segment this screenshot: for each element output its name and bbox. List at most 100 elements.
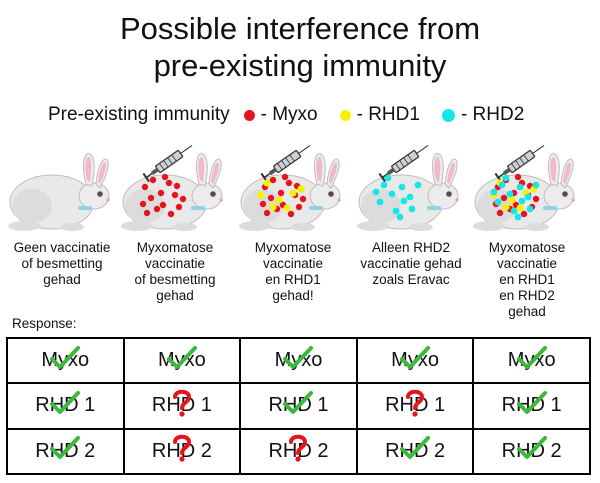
rhd2-dot-icon [392,207,400,215]
rhd2-dot-icon [408,205,416,213]
green-checkmark-icon [166,345,197,369]
title-line-1: Possible interference from [119,11,481,46]
response-cell: Myxo [41,345,89,372]
myxo-dot-icon [520,210,528,218]
green-checkmark-icon [283,390,314,414]
response-cell: RHD 2 [502,436,562,463]
rhd2-dot-icon [526,205,534,213]
myxo-dot-icon [281,173,289,181]
rhd1-dot-icon [297,185,305,193]
myxo-dot-icon [167,210,175,218]
rabbit-caption-2: Myxomatose vaccinatie of besmetting gehad [134,240,216,303]
myxo-dot-icon [179,195,187,203]
myxo-dot-icon [159,201,167,209]
myxo-dot-icon [143,209,151,217]
rabbit-icon [239,145,341,231]
table-row: RHD 1 RHD 1 RHD 1 RHD 1 RHD 1 [6,382,591,430]
response-cell: RHD 2 [385,436,445,463]
legend: Pre-existing immunity - Myxo - RHD1 - RH… [48,104,524,126]
myxo-dot-icon [171,191,179,199]
myxo-dot-icon [175,203,183,211]
response-cell: RHD 2 [35,436,95,463]
rhd2-dot-icon [398,183,406,191]
myxo-dot-icon [277,189,285,197]
rhd1-dot-icon [257,191,265,199]
myxo-dot-icon [287,210,295,218]
myxo-dot-icon [149,176,157,184]
rhd2-dot-icon [380,181,388,189]
rhd1-dot-icon [508,196,516,204]
response-cell: RHD 2 [268,435,328,463]
myxo-dot-icon [139,200,147,208]
rhd2-dot-icon [516,183,524,191]
response-cell: Myxo [391,345,439,372]
myxo-dot-icon [496,209,504,217]
response-cell: RHD 1 [385,389,445,417]
rhd2-dot-icon [372,188,380,196]
rhd2-dot-icon [396,213,404,221]
myxo-dot-icon [173,182,181,190]
rhd2-dot-icon [524,193,532,201]
myxo-dot-icon [532,195,540,203]
legend-rhd2-label: - RHD2 [460,104,525,125]
myxo-dot-icon [147,194,155,202]
myxo-dot-icon [141,183,149,191]
green-checkmark-icon [516,390,547,414]
red-question-mark-icon [406,389,425,417]
response-cell: RHD 1 [268,390,328,417]
green-checkmark-icon [283,345,314,369]
rabbit-caption-1: Geen vaccinatie of besmetting gehad [13,240,111,287]
rhd2-dot-icon [490,188,498,196]
rabbit-caption-3: Myxomatose vaccinatie en RHD1 gehad! [254,240,332,303]
myxo-dot-icon [295,203,303,211]
rhd2-dot-icon [514,213,522,221]
rhd2-dot-icon [498,181,506,189]
response-cell: RHD 1 [35,390,95,417]
legend-prefix: Pre-existing immunity [48,104,230,125]
rhd2-dot-icon [414,181,422,189]
green-checkmark-icon [50,436,81,460]
red-question-mark-icon [172,435,191,462]
rhd2-dot-icon [510,207,518,215]
red-question-mark-icon [172,389,191,417]
title-line-2: pre-existing immunity [153,48,447,83]
red-question-mark-icon [289,435,308,462]
legend-rhd1-label: - RHD1 [356,104,420,125]
myxo-dot-icon [514,173,522,181]
rhd1-dot-icon [275,196,283,204]
rhd2-dot-icon [384,174,392,182]
rhd1-dot-icon [289,189,297,197]
rhd2-dot-icon [518,197,526,205]
rhd1-dot-icon [263,179,271,187]
response-cell: Myxo [158,345,206,372]
legend-rhd1-dot-icon [339,109,351,121]
rhd2-dot-icon [400,197,408,205]
green-checkmark-icon [400,345,431,369]
response-cell: RHD 1 [502,390,562,417]
myxo-dot-icon [267,194,275,202]
myxo-dot-icon [157,189,165,197]
green-checkmark-icon [516,436,547,460]
myxo-dot-icon [299,195,307,203]
response-cell: Myxo [275,345,322,372]
rabbit-icon [121,145,223,231]
myxo-dot-icon [263,209,271,217]
rhd1-dot-icon [283,204,291,212]
rabbit-caption-4: Alleen RHD2 vaccinatie gehad zoals Eravac [360,240,462,287]
rhd1-dot-icon [502,203,510,211]
legend-myxo-label: - Myxo [260,104,318,125]
response-cell: RHD 1 [152,389,212,417]
rhd2-dot-icon [506,190,514,198]
rabbit-icon [8,153,110,231]
rabbit-icon [357,145,459,231]
legend-myxo-dot-icon [243,109,255,121]
rabbit-icon [473,145,575,231]
myxo-dot-icon [161,173,169,181]
myxo-dot-icon [269,176,277,184]
rabbit-caption-5: Myxomatose vaccinatie en RHD1 en RHD2 gehad [488,240,566,319]
rhd1-dot-icon [516,204,524,212]
rhd2-dot-icon [502,174,510,182]
response-table: Myxo Myxo Myxo Myxo Myxo RHD 1 RHD 1 RHD… [6,336,591,476]
myxo-dot-icon [165,179,173,187]
myxo-dot-icon [285,179,293,187]
